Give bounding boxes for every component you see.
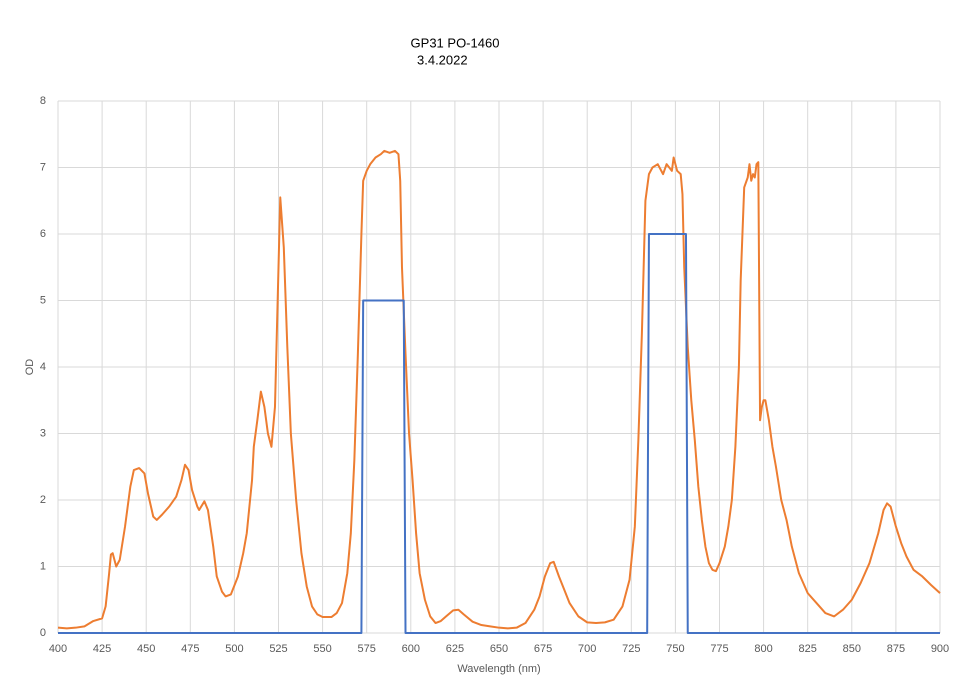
x-tick-label: 750: [666, 643, 684, 655]
series-line: [58, 233, 940, 634]
x-tick-label: 650: [490, 643, 508, 655]
x-tick-label: 725: [622, 643, 640, 655]
y-tick-label: 0: [40, 627, 46, 639]
x-tick-label: 425: [93, 643, 111, 655]
x-tick-label: 500: [225, 643, 243, 655]
series-line: [57, 149, 941, 630]
x-tick-label: 525: [269, 643, 287, 655]
x-axis-label: Wavelength (nm): [457, 663, 540, 675]
x-tick-label: 675: [534, 643, 552, 655]
x-tick-label: 475: [181, 643, 199, 655]
x-tick-label: 400: [49, 643, 67, 655]
y-tick-label: 1: [40, 560, 46, 572]
y-tick-label: 6: [40, 228, 46, 240]
x-tick-label: 875: [887, 643, 905, 655]
x-tick-label: 625: [446, 643, 464, 655]
y-tick-label: 3: [40, 427, 46, 439]
x-tick-label: 850: [843, 643, 861, 655]
x-tick-label: 575: [358, 643, 376, 655]
y-tick-label: 2: [40, 494, 46, 506]
y-tick-label: 8: [40, 95, 46, 107]
chart-title: GP31 PO-1460: [411, 35, 500, 50]
y-tick-label: 7: [40, 161, 46, 173]
chart-subtitle: 3.4.2022: [417, 52, 468, 67]
y-tick-label: 5: [40, 294, 46, 306]
x-tick-label: 900: [931, 643, 949, 655]
y-tick-label: 4: [40, 361, 46, 373]
x-tick-label: 800: [754, 643, 772, 655]
x-tick-label: 700: [578, 643, 596, 655]
x-tick-label: 775: [710, 643, 728, 655]
x-tick-label: 450: [137, 643, 155, 655]
x-tick-label: 550: [313, 643, 331, 655]
x-tick-label: 600: [402, 643, 420, 655]
y-axis-label: OD: [24, 359, 36, 376]
x-tick-label: 825: [799, 643, 817, 655]
